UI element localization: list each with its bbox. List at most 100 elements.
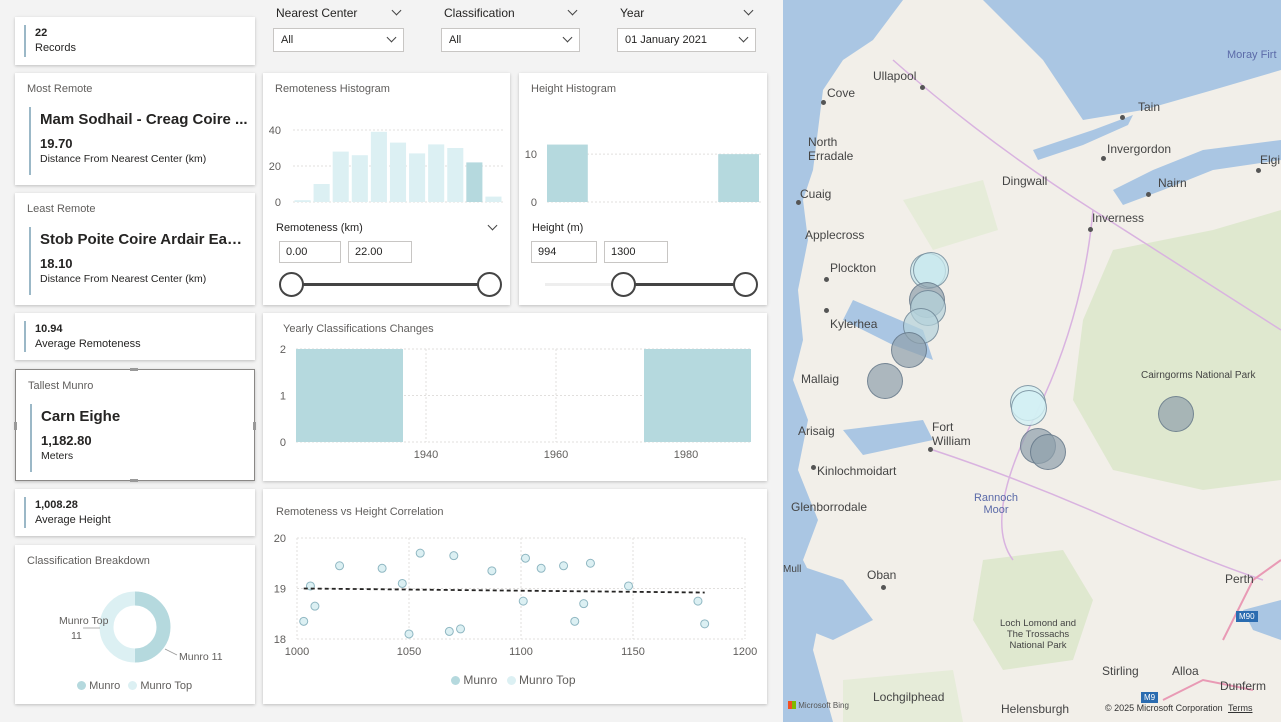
map-town-dot (1120, 115, 1125, 120)
map-town-dot (796, 200, 801, 205)
accent-bar (29, 227, 31, 295)
year-value: 01 January 2021 (625, 34, 707, 46)
donut-slice-munro-top[interactable] (99, 591, 171, 663)
map-bubble[interactable] (891, 332, 927, 368)
tallest-label: Meters (41, 450, 74, 462)
height-slider-track[interactable] (624, 283, 746, 286)
height-slider-rail[interactable] (545, 283, 625, 286)
map-terms-link[interactable]: Terms (1228, 703, 1253, 713)
classification-select[interactable]: All (441, 28, 580, 52)
scatter-point (559, 561, 569, 571)
map-label: Dingwall (1002, 174, 1048, 188)
scatter-chart[interactable]: 18 19 20 1000 1050 1100 1150 1200 (263, 489, 767, 704)
classification-breakdown-card[interactable]: Classification Breakdown Munro Top 11 Mu… (15, 545, 255, 704)
remoteness-slider-min-handle[interactable] (279, 272, 304, 297)
least-remote-card[interactable]: Least Remote Stob Poite Coire Ardair Eas… (15, 193, 255, 305)
legend-munro-top: Munro Top (519, 673, 576, 687)
map-label: Oban (867, 568, 897, 582)
x-tick-label: 1940 (414, 449, 438, 461)
height-slider-max-handle[interactable] (733, 272, 758, 297)
x-tick-label: 1150 (621, 646, 645, 658)
donut-chart[interactable] (15, 545, 255, 704)
map-label: Helensburgh (1001, 702, 1070, 716)
chevron-down-icon[interactable] (743, 5, 754, 16)
most-remote-value: 19.70 (40, 136, 73, 151)
map-bubble[interactable] (1011, 390, 1047, 426)
resize-handle[interactable] (130, 368, 138, 371)
tallest-value: 1,182.80 (41, 433, 92, 448)
histogram-bar (428, 144, 445, 202)
scatter-point (585, 558, 595, 568)
height-slider-min-handle[interactable] (611, 272, 636, 297)
resize-handle[interactable] (130, 479, 138, 482)
histogram-bar (409, 153, 426, 202)
histogram-bar (332, 151, 349, 202)
avg-remoteness-value: 10.94 (35, 323, 63, 335)
card-title: Remoteness Histogram (275, 83, 390, 95)
resize-handle[interactable] (14, 422, 17, 430)
map-town-dot (1101, 156, 1106, 161)
y-tick-label: 0 (531, 197, 537, 209)
map-label: Tain (1138, 100, 1161, 114)
year-select[interactable]: 01 January 2021 (617, 28, 756, 52)
legend-dot-munro-top (128, 681, 138, 690)
map-bubble[interactable] (867, 363, 903, 399)
least-remote-name: Stob Poite Coire Ardair East... (40, 231, 250, 248)
nearest-center-select[interactable]: All (273, 28, 404, 52)
records-value: 22 (35, 27, 48, 39)
height-histogram-card[interactable]: Height Histogram 0 10 Height (m) 994 1300 (519, 73, 767, 305)
yearly-changes-chart[interactable]: 0 1 2 1940 1960 1980 (263, 313, 767, 481)
yearly-changes-card[interactable]: Yearly Classifications Changes 0 1 2 1940 19… (263, 313, 767, 481)
card-title: Remoteness vs Height Correlation (276, 506, 444, 518)
scatter-point (456, 624, 466, 634)
map-visual[interactable]: Ullapool Cove North Erradale Cuaig Apple… (783, 0, 1281, 722)
map-background (783, 0, 1281, 722)
avg-height-card[interactable]: 1,008.28 Average Height (15, 489, 255, 536)
map-label: Fort William (932, 420, 971, 448)
nearest-center-title: Nearest Center (276, 6, 358, 20)
scatter-card[interactable]: Remoteness vs Height Correlation 18 19 20 1… (263, 489, 767, 704)
scatter-point (520, 553, 530, 563)
height-min-input[interactable]: 994 (531, 241, 597, 263)
avg-remoteness-card[interactable]: 10.94 Average Remoteness (15, 313, 255, 360)
y-tick-label: 1 (280, 391, 286, 403)
map-bubble[interactable] (1030, 434, 1066, 470)
height-histogram-chart[interactable]: 0 10 (519, 73, 767, 213)
avg-height-label: Average Height (35, 514, 111, 526)
remoteness-slider-track[interactable] (291, 283, 489, 286)
height-max-input[interactable]: 1300 (604, 241, 668, 263)
x-tick-label: 1200 (733, 646, 757, 658)
chevron-down-icon[interactable] (567, 5, 578, 16)
map-town-dot (821, 100, 826, 105)
bing-logo: Microsoft Bing (788, 701, 849, 710)
map-town-dot (811, 465, 816, 470)
remoteness-min-input[interactable]: 0.00 (279, 241, 341, 263)
scatter-point (570, 616, 580, 626)
scatter-legend: Munro Munro Top (451, 673, 576, 687)
histogram-bar (389, 142, 407, 202)
kpi-accent (24, 321, 26, 352)
most-remote-card[interactable]: Most Remote Mam Sodhail - Creag Coire ..… (15, 73, 255, 185)
x-tick-label: 1050 (397, 646, 421, 658)
map-bubble[interactable] (1158, 396, 1194, 432)
resize-handle[interactable] (253, 422, 256, 430)
records-card[interactable]: 22 Records (15, 17, 255, 65)
scatter-point (700, 619, 710, 629)
y-tick-label: 20 (269, 161, 281, 173)
map-attribution: © 2025 Microsoft Corporation (1105, 703, 1223, 713)
remoteness-histogram-card[interactable]: Remoteness Histogram 0 20 40 Remoteness (k… (263, 73, 510, 305)
chevron-down-icon[interactable] (487, 220, 498, 231)
chevron-down-icon[interactable] (391, 5, 402, 16)
scatter-point (449, 551, 459, 561)
remoteness-histogram-chart[interactable]: 0 20 40 (263, 73, 510, 213)
map-label: Cairngorms National Park (1141, 370, 1256, 381)
map-label: Kinlochmoidart (817, 464, 897, 478)
classification-value: All (449, 34, 462, 46)
remoteness-slider-max-handle[interactable] (477, 272, 502, 297)
remoteness-max-input[interactable]: 22.00 (348, 241, 412, 263)
tallest-munro-card[interactable]: Tallest Munro Carn Eighe 1,182.80 Meters (14, 368, 256, 482)
map-label: Stirling (1102, 664, 1139, 678)
map-label: Mull (783, 564, 802, 575)
map-label: Glenborrodale (791, 500, 868, 514)
height-slicer-label: Height (m) (532, 222, 584, 234)
